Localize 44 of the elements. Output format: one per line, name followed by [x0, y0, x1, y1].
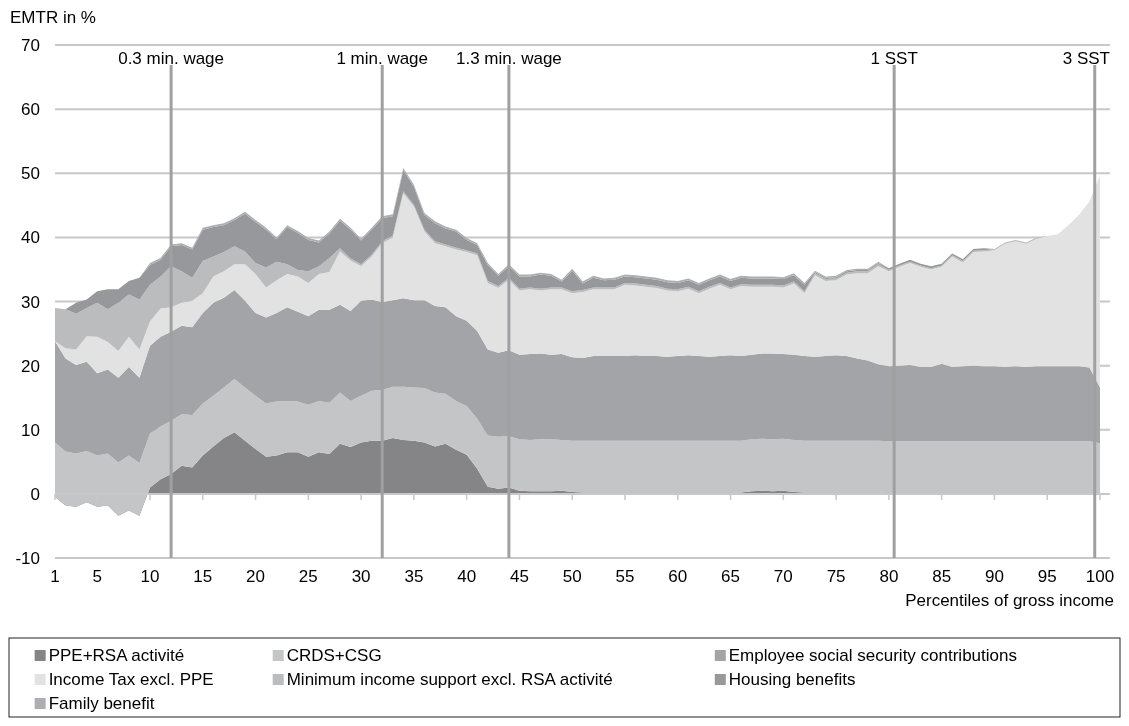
- y-tick-label: 40: [21, 228, 40, 248]
- x-tick-label: 55: [615, 567, 635, 586]
- legend-label: Minimum income support excl. RSA activité: [286, 670, 613, 689]
- ref-line-label: 0.3 min. wage: [118, 49, 225, 68]
- ref-line-label: 1 min. wage: [336, 49, 429, 68]
- x-tick-label: 50: [562, 567, 582, 586]
- x-axis-title: Percentiles of gross income: [905, 591, 1114, 610]
- y-tick-label: 20: [21, 356, 40, 376]
- x-tick-label: 90: [984, 567, 1004, 586]
- legend-label: CRDS+CSG: [286, 646, 382, 665]
- y-tick-label: 0: [30, 484, 40, 504]
- x-tick-label: 65: [721, 567, 741, 586]
- ref-line-label: 1.3 min. wage: [455, 49, 562, 68]
- x-tick-label: 60: [668, 567, 688, 586]
- x-tick-label: 5: [92, 567, 102, 586]
- y-tick-label: 60: [21, 100, 40, 120]
- x-tick-label: 75: [826, 567, 846, 586]
- x-tick-label: 80: [879, 567, 899, 586]
- y-tick-label: 70: [21, 36, 40, 55]
- x-tick-label: 70: [773, 567, 793, 586]
- legend-label: Housing benefits: [728, 670, 856, 689]
- x-tick-label: 95: [1037, 567, 1057, 586]
- x-tick-label: 45: [509, 567, 529, 586]
- x-tick-label: 10: [140, 567, 160, 586]
- x-tick-label: 15: [193, 567, 213, 586]
- legend-label: Employee social security contributions: [728, 646, 1017, 665]
- x-tick-label: 35: [404, 567, 424, 586]
- y-tick-label: 30: [21, 292, 40, 312]
- legend-label: Family benefit: [48, 694, 155, 713]
- legend-label: PPE+RSA activité: [48, 646, 185, 665]
- legend-label: Income Tax excl. PPE: [48, 670, 214, 689]
- x-tick-label: 25: [298, 567, 318, 586]
- y-tick-label: 10: [21, 420, 40, 440]
- y-tick-label: 50: [21, 164, 40, 184]
- ref-line-label: 3 SST: [1062, 49, 1110, 68]
- x-tick-label: 1: [50, 567, 60, 586]
- x-tick-label: 100: [1085, 567, 1115, 586]
- x-tick-label: 40: [457, 567, 477, 586]
- y-tick-label: -10: [15, 549, 40, 568]
- x-tick-label: 30: [351, 567, 371, 586]
- ref-line-label: 1 SST: [870, 49, 918, 68]
- x-tick-label: 20: [246, 567, 266, 586]
- y-axis-title: EMTR in %: [10, 8, 96, 27]
- x-tick-label: 85: [932, 567, 952, 586]
